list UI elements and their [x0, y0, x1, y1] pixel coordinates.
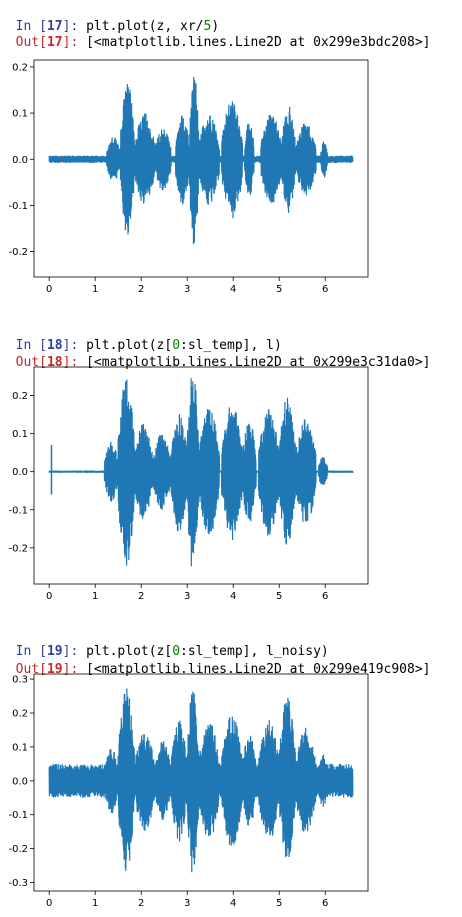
plot-18: 0 1 2 3 4 5 6 0.2 0.1 0.0 -0.1 -0.2 — [8, 366, 369, 602]
x-tick-label: 0 — [46, 284, 52, 295]
out-close: ]: — [62, 35, 87, 50]
in-label: In [ — [15, 338, 47, 353]
in-close: ]: — [62, 19, 87, 34]
code-part: :sl_temp], l_noisy) — [180, 644, 329, 659]
y-tick-label: 0.2 — [12, 708, 28, 719]
in-number: 18 — [46, 338, 63, 353]
in-label: In [ — [15, 19, 47, 34]
code-part: plt.plot(z[ — [86, 644, 173, 659]
y-tick-label: 0.0 — [12, 776, 28, 787]
y-tick-label: -0.1 — [8, 505, 28, 516]
in-close: ]: — [62, 644, 87, 659]
code-number: 0 — [172, 644, 181, 659]
output-text: [<matplotlib.lines.Line2D at 0x299e3bdc2… — [86, 35, 431, 50]
code-number: 0 — [172, 338, 181, 353]
x-tick-label: 4 — [230, 284, 236, 295]
x-tick-label: 1 — [92, 284, 98, 295]
y-tick-label: 0.0 — [12, 467, 28, 478]
plot-17: 0 1 2 3 4 5 6 0.2 0.1 0.0 -0.1 -0.2 — [8, 59, 369, 295]
y-tick-label: -0.1 — [8, 201, 28, 212]
x-tick-label: 5 — [276, 591, 282, 602]
in-close: ]: — [62, 338, 87, 353]
y-tick-label: 0.1 — [12, 109, 28, 120]
code-line[interactable]: plt.plot(z, xr/5) — [86, 19, 219, 34]
y-tick-label: -0.3 — [8, 878, 28, 889]
y-tick-label: -0.1 — [8, 810, 28, 821]
code-part: ) — [211, 19, 220, 34]
out-close: ]: — [62, 355, 87, 370]
x-tick-label: 3 — [184, 284, 190, 295]
out-label: Out[ — [15, 35, 47, 50]
x-tick-label: 6 — [322, 898, 328, 909]
waveform-line — [48, 378, 354, 567]
x-tick-label: 2 — [138, 284, 144, 295]
x-tick-label: 1 — [92, 591, 98, 602]
x-tick-label: 4 — [230, 591, 236, 602]
x-tick-label: 0 — [46, 591, 52, 602]
input-prompt-19: In [19]: plt.plot(z[0:sl_temp], l_noisy) — [0, 628, 329, 660]
output-prompt-18: Out[18]: [<matplotlib.lines.Line2D at 0x… — [0, 339, 431, 371]
code-line[interactable]: plt.plot(z[0:sl_temp], l_noisy) — [86, 644, 329, 659]
out-label: Out[ — [15, 662, 47, 677]
y-tick-label: 0.2 — [12, 62, 28, 73]
y-tick-label: 0.1 — [12, 742, 28, 753]
axes-frame — [33, 59, 369, 278]
axes-frame — [33, 366, 369, 585]
y-tick-label: -0.2 — [8, 844, 28, 855]
y-tick-label: 0.0 — [12, 155, 28, 166]
x-tick-label: 0 — [46, 898, 52, 909]
y-tick-label: 0.1 — [12, 429, 28, 440]
out-number: 18 — [46, 355, 63, 370]
code-part: plt.plot(z[ — [86, 338, 173, 353]
x-tick-label: 2 — [138, 591, 144, 602]
x-tick-label: 5 — [276, 898, 282, 909]
x-tick-label: 5 — [276, 284, 282, 295]
waveform-line — [48, 688, 354, 873]
output-prompt-17: Out[17]: [<matplotlib.lines.Line2D at 0x… — [0, 19, 431, 51]
waveform-line — [48, 76, 354, 245]
code-part: :sl_temp], l) — [180, 338, 282, 353]
out-label: Out[ — [15, 355, 47, 370]
code-number: 5 — [203, 19, 212, 34]
code-part: plt.plot(z, xr/ — [86, 19, 204, 34]
x-tick-label: 6 — [322, 284, 328, 295]
out-close: ]: — [62, 662, 87, 677]
output-text: [<matplotlib.lines.Line2D at 0x299e3c31d… — [86, 355, 431, 370]
output-prompt-19: Out[19]: [<matplotlib.lines.Line2D at 0x… — [0, 646, 431, 678]
output-text: [<matplotlib.lines.Line2D at 0x299e419c9… — [86, 662, 431, 677]
y-tick-label: -0.2 — [8, 543, 28, 554]
x-tick-label: 4 — [230, 898, 236, 909]
axes-frame — [33, 673, 369, 892]
out-number: 19 — [46, 662, 63, 677]
input-prompt-17: In [17]: plt.plot(z, xr/5) — [0, 3, 220, 35]
in-number: 17 — [46, 19, 63, 34]
y-tick-label: -0.2 — [8, 247, 28, 258]
y-tick-label: 0.3 — [12, 675, 28, 686]
x-tick-label: 2 — [138, 898, 144, 909]
code-line[interactable]: plt.plot(z[0:sl_temp], l) — [86, 338, 282, 353]
out-number: 17 — [46, 35, 63, 50]
x-tick-label: 1 — [92, 898, 98, 909]
x-tick-label: 3 — [184, 591, 190, 602]
y-tick-label: 0.2 — [12, 391, 28, 402]
x-tick-label: 3 — [184, 898, 190, 909]
plot-19: 0 1 2 3 4 5 6 0.3 0.2 0.1 0.0 -0.1 -0.2 -0.3 — [8, 673, 369, 909]
x-tick-label: 6 — [322, 591, 328, 602]
in-number: 19 — [46, 644, 63, 659]
input-prompt-18: In [18]: plt.plot(z[0:sl_temp], l) — [0, 322, 282, 354]
in-label: In [ — [15, 644, 47, 659]
